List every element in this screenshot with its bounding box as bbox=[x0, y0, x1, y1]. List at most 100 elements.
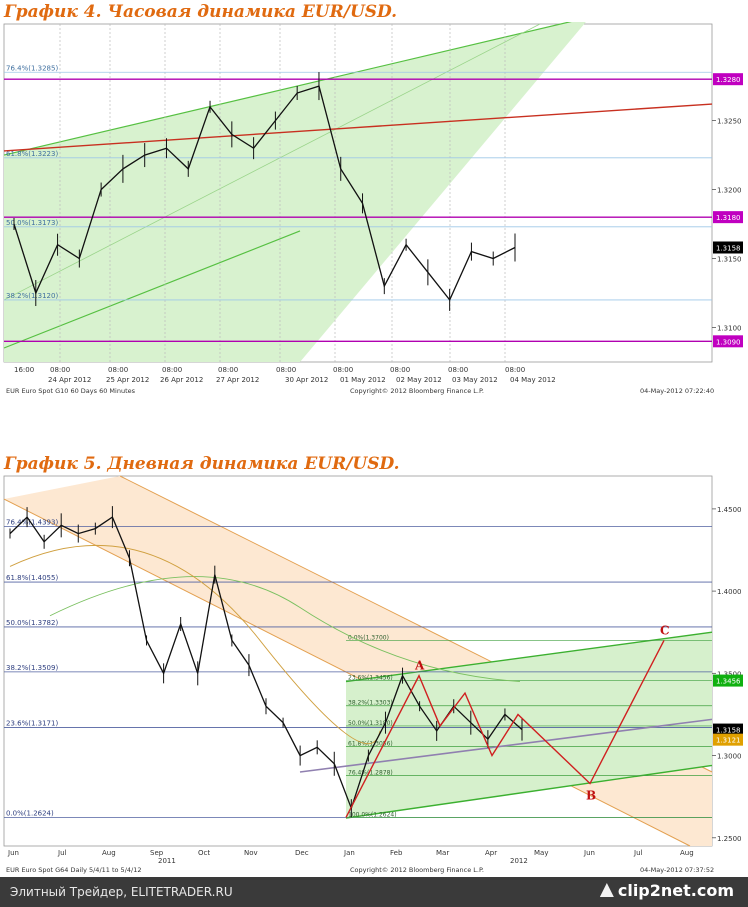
y-tick-label: 1.3000 bbox=[717, 753, 742, 761]
time-label: 08:00 bbox=[505, 366, 525, 374]
chart2-title: График 5. Дневная динамика EUR/USD. bbox=[4, 454, 400, 474]
price-box-label: 1.3090 bbox=[716, 338, 741, 346]
trend-line bbox=[3, 103, 713, 152]
fib-label: 76.4%(1.3285) bbox=[6, 64, 58, 72]
fib-label: 23.6%(1.3171) bbox=[6, 719, 58, 727]
price-box-label: 1.3456 bbox=[716, 678, 741, 686]
small-fib-label: 23.6%(1.3456) bbox=[348, 675, 393, 682]
price-box bbox=[713, 674, 743, 687]
moving-average-200 bbox=[49, 576, 521, 683]
hourly-chart: 76.4%(1.3285) 61.8%(1.3223) 50.0%(1.3173) 3… bbox=[3, 22, 743, 395]
support-trend-line bbox=[299, 718, 713, 773]
time-label: 08:00 bbox=[108, 366, 128, 374]
month-label: Aug bbox=[102, 849, 116, 857]
time-label: 08:00 bbox=[218, 366, 238, 374]
fib-label: 76.4%(1.4393) bbox=[6, 518, 58, 526]
month-label: Oct bbox=[198, 849, 210, 857]
month-label: Jul bbox=[57, 849, 67, 857]
brand-logo: clip2net.com bbox=[599, 881, 734, 900]
y-tick-label: 1.3100 bbox=[717, 325, 742, 333]
channel-lower-line bbox=[3, 230, 301, 349]
fib-label: 38.2%(1.3509) bbox=[6, 664, 58, 672]
date-label: 02 May 2012 bbox=[396, 376, 442, 384]
pattern-point-label: B bbox=[586, 789, 596, 803]
pattern-point-label: C bbox=[660, 623, 670, 637]
fib-label: 38.2%(1.3120) bbox=[6, 292, 58, 300]
fib-label: 61.8%(1.4055) bbox=[6, 574, 58, 582]
rising-channel-bottom bbox=[345, 764, 713, 819]
channel-fill bbox=[4, 22, 586, 362]
price-box bbox=[713, 211, 743, 224]
date-label: 25 Apr 2012 bbox=[106, 376, 149, 384]
year-label: 2011 bbox=[158, 857, 176, 865]
date-label: 01 May 2012 bbox=[340, 376, 386, 384]
channel-mid-line bbox=[3, 23, 541, 301]
small-fib-label: 100.0%(1.2624) bbox=[348, 811, 397, 818]
timestamp: 04-May-2012 07:37:52 bbox=[640, 866, 714, 874]
month-label: Jun bbox=[7, 849, 19, 857]
time-label: 16:00 bbox=[14, 366, 34, 374]
price-box bbox=[713, 733, 743, 746]
date-label: 24 Apr 2012 bbox=[48, 376, 91, 384]
fib-label: 61.8%(1.3223) bbox=[6, 150, 58, 158]
y-tick-label: 1.3500 bbox=[717, 670, 742, 678]
footer-caption: Элитный Трейдер, ELITETRADER.RU bbox=[10, 885, 233, 899]
daily-chart: 76.4%(1.4393) 61.8%(1.4055) 50.0%(1.3782) 3… bbox=[3, 475, 743, 874]
forecast-path bbox=[345, 640, 665, 818]
copyright: Copyright© 2012 Bloomberg Finance L.P. bbox=[350, 387, 484, 395]
month-label: Jan bbox=[343, 849, 355, 857]
timestamp: 04-May-2012 07:22:40 bbox=[640, 387, 714, 395]
month-label: Mar bbox=[436, 849, 449, 857]
fib-label: 0.0%(1.2624) bbox=[6, 809, 54, 817]
logo-icon bbox=[599, 883, 614, 897]
y-tick-label: 1.3150 bbox=[717, 256, 742, 264]
time-label: 08:00 bbox=[276, 366, 296, 374]
price-box bbox=[713, 73, 743, 86]
chart1-title: График 4. Часовая динамика EUR/USD. bbox=[4, 2, 398, 22]
price-box bbox=[713, 335, 743, 348]
falling-channel-bottom bbox=[3, 498, 691, 847]
price-box-label: 1.3158 bbox=[716, 727, 741, 735]
copyright: Copyright© 2012 Bloomberg Finance L.P. bbox=[350, 866, 484, 874]
price-box-label: 1.3180 bbox=[716, 214, 741, 222]
fib-label: 50.0%(1.3173) bbox=[6, 219, 58, 227]
month-label: Jun bbox=[583, 849, 595, 857]
time-label: 08:00 bbox=[390, 366, 410, 374]
time-label: 08:00 bbox=[448, 366, 468, 374]
date-label: 30 Apr 2012 bbox=[285, 376, 328, 384]
month-label: Aug bbox=[680, 849, 694, 857]
year-label: 2012 bbox=[510, 857, 528, 865]
instrument-info: EUR Euro Spot G10 60 Days 60 Minutes bbox=[6, 387, 136, 395]
price-box-label: 1.3280 bbox=[716, 76, 741, 84]
small-fib-label: 0.0%(1.3700) bbox=[348, 634, 389, 641]
small-fib-label: 50.0%(1.3180) bbox=[348, 720, 393, 727]
month-label: May bbox=[534, 849, 548, 857]
month-label: Sep bbox=[150, 849, 164, 857]
month-label: Feb bbox=[390, 849, 403, 857]
y-tick-label: 1.4500 bbox=[717, 506, 742, 514]
small-fib-label: 76.4%(1.2878) bbox=[348, 770, 393, 777]
y-tick-label: 1.3250 bbox=[717, 118, 742, 126]
fib-label: 50.0%(1.3782) bbox=[6, 619, 58, 627]
y-tick-label: 1.3200 bbox=[717, 187, 742, 195]
date-label: 27 Apr 2012 bbox=[216, 376, 259, 384]
date-label: 03 May 2012 bbox=[452, 376, 498, 384]
small-fib-label: 38.2%(1.3303) bbox=[348, 700, 393, 707]
instrument-info: EUR Euro Spot G64 Daily 5/4/11 to 5/4/12 bbox=[6, 866, 141, 874]
moving-average-100 bbox=[9, 544, 381, 745]
month-label: Apr bbox=[485, 849, 497, 857]
time-label: 08:00 bbox=[50, 366, 70, 374]
footer-bar: Элитный Трейдер, ELITETRADER.RU clip2net… bbox=[0, 877, 748, 907]
price-box-label: 1.3158 bbox=[716, 244, 741, 252]
month-label: Dec bbox=[295, 849, 309, 857]
price-series-line bbox=[13, 85, 516, 302]
time-label: 08:00 bbox=[162, 366, 182, 374]
pattern-point-label: A bbox=[414, 659, 425, 673]
month-label: Nov bbox=[244, 849, 258, 857]
price-box-label: 1.3121 bbox=[716, 737, 741, 745]
y-tick-label: 1.4000 bbox=[717, 588, 742, 596]
price-box bbox=[713, 723, 743, 736]
month-label: Jul bbox=[633, 849, 643, 857]
date-label: 04 May 2012 bbox=[510, 376, 556, 384]
price-box bbox=[713, 241, 743, 254]
